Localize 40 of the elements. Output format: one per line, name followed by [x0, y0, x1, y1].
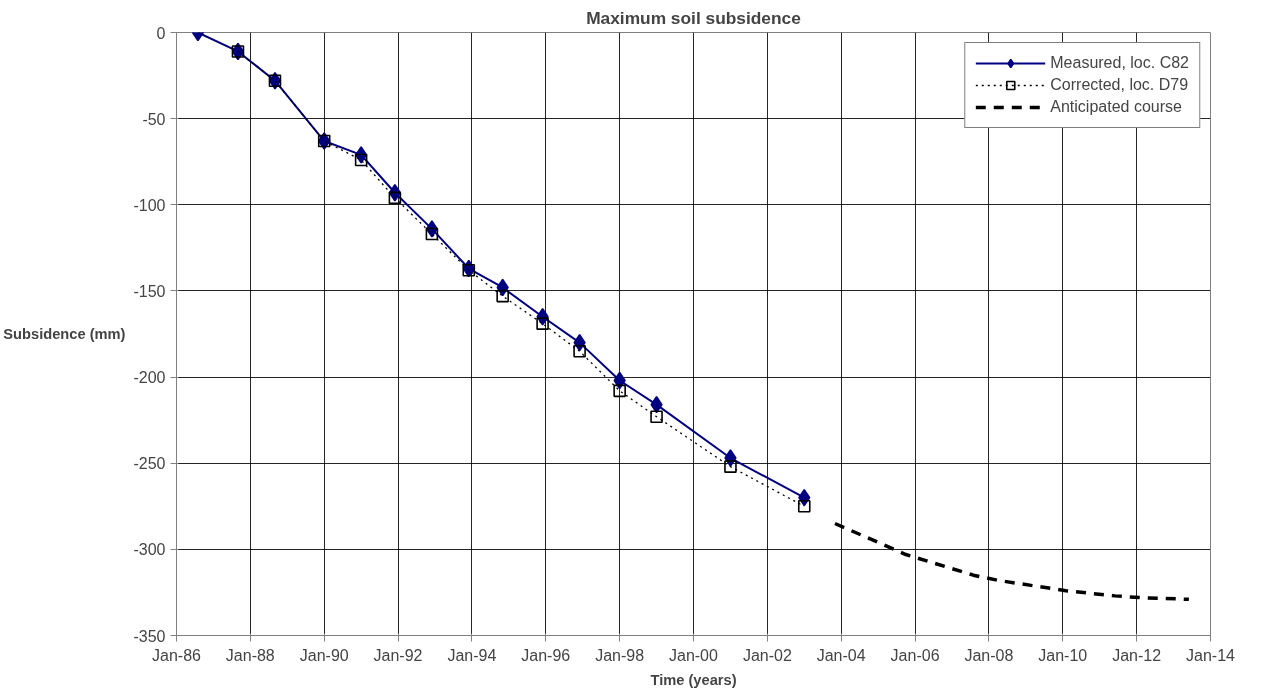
point [573, 344, 586, 358]
x-tick-label: Jan-96 [521, 646, 571, 664]
x-tick-label: Jan-94 [447, 646, 497, 664]
y-tick-label: 0 [156, 24, 166, 42]
point [797, 499, 811, 513]
y-tick-label: -300 [133, 541, 166, 559]
y-tick-label: -50 [142, 110, 166, 128]
y-tick-label: -200 [133, 369, 166, 387]
point [354, 153, 368, 167]
point [425, 227, 439, 241]
point [496, 289, 509, 303]
chart-title: Maximum soil subsidence [586, 7, 802, 28]
x-tick-label: Jan-08 [964, 646, 1014, 664]
x-tick-label: Jan-14 [1186, 646, 1236, 664]
y-tick-label: -350 [133, 627, 166, 645]
x-tick-label: Jan-86 [152, 646, 202, 664]
x-tick-label: Jan-12 [1112, 646, 1162, 664]
x-tick-label: Jan-88 [225, 646, 275, 664]
x-tick-label: Jan-10 [1038, 646, 1088, 664]
point [650, 410, 663, 423]
x-tick-label: Jan-98 [595, 646, 645, 664]
legend-label: Anticipated course [1050, 98, 1182, 116]
x-tick-label: Jan-00 [668, 646, 719, 664]
x-tick-label: Jan-06 [890, 646, 940, 664]
y-tick-label: -250 [133, 455, 166, 473]
point [536, 317, 549, 330]
point [613, 384, 626, 398]
x-tick-label: Jan-04 [816, 646, 866, 664]
x-tick-label: Jan-92 [373, 646, 423, 664]
x-tick-label: Jan-90 [299, 646, 349, 664]
point [724, 460, 737, 473]
legend-label: Measured, loc. C82 [1050, 54, 1189, 72]
point [462, 263, 476, 277]
x-axis-title: Time (years) [650, 671, 737, 688]
x-tick-label: Jan-02 [742, 646, 792, 664]
y-axis-title: Subsidence (mm) [3, 326, 126, 342]
y-tick-label: -100 [133, 196, 166, 214]
y-tick-label: -150 [133, 282, 166, 300]
legend-label: Corrected, loc. D79 [1050, 76, 1189, 94]
point [388, 191, 402, 205]
